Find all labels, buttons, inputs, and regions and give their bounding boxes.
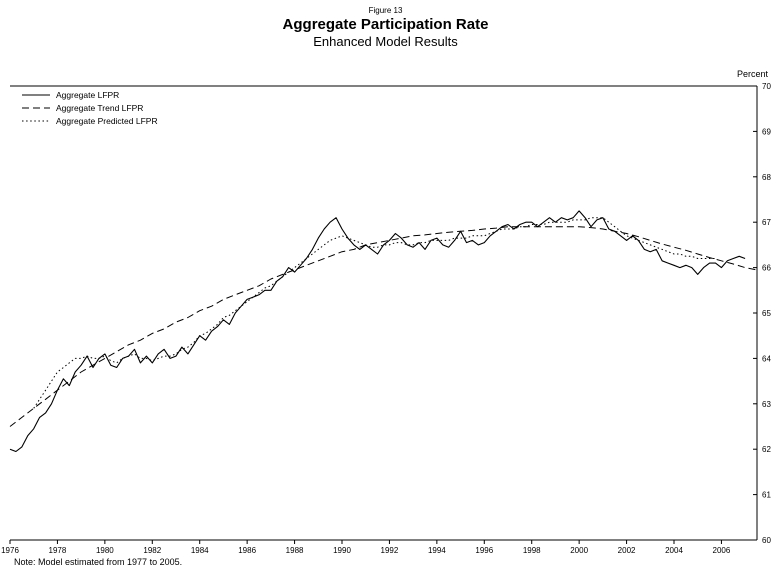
title-block: Figure 13 Aggregate Participation Rate E… — [0, 0, 771, 49]
x-tick-label: 1980 — [96, 546, 114, 555]
x-tick-label: 2000 — [570, 546, 588, 555]
chart-title: Aggregate Participation Rate — [282, 16, 489, 33]
x-tick-label: 1988 — [286, 546, 304, 555]
y-tick-label: 61 — [762, 491, 771, 500]
y-tick-label: 63 — [762, 400, 771, 409]
legend-label: Aggregate Predicted LFPR — [56, 116, 158, 126]
chart-note: Note: Model estimated from 1977 to 2005. — [14, 557, 183, 567]
x-tick-label: 1982 — [143, 546, 161, 555]
y-tick-label: 62 — [762, 445, 771, 454]
y-tick-label: 65 — [762, 309, 771, 318]
series-line-solid — [9, 210, 746, 453]
y-tick-label: 66 — [762, 264, 771, 273]
y-tick-label: 68 — [762, 173, 771, 182]
figure-label: Figure 13 — [368, 6, 403, 15]
chart-subtitle: Enhanced Model Results — [313, 34, 458, 49]
legend-label: Aggregate Trend LFPR — [56, 103, 143, 113]
x-tick-label: 2002 — [618, 546, 636, 555]
y-tick-label: 64 — [762, 354, 771, 363]
x-tick-label: 1986 — [238, 546, 256, 555]
x-tick-label: 1996 — [475, 546, 493, 555]
x-tick-label: 1990 — [333, 546, 351, 555]
series-line-dotted — [33, 217, 716, 409]
x-tick-label: 2006 — [713, 546, 731, 555]
y-tick-label: 69 — [762, 127, 771, 136]
y-axis-unit-label: Percent — [736, 69, 768, 79]
y-tick-label: 60 — [762, 536, 771, 545]
x-tick-label: 1978 — [49, 546, 67, 555]
x-tick-label: 1976 — [1, 546, 19, 555]
x-tick-label: 2004 — [665, 546, 683, 555]
y-tick-label: 67 — [762, 218, 771, 227]
series-line-dashed — [9, 226, 758, 427]
y-tick-label: 70 — [762, 82, 771, 91]
x-tick-label: 1992 — [381, 546, 399, 555]
x-tick-label: 1998 — [523, 546, 541, 555]
x-tick-label: 1994 — [428, 546, 446, 555]
legend-label: Aggregate LFPR — [56, 90, 119, 100]
x-tick-label: 1984 — [191, 546, 209, 555]
